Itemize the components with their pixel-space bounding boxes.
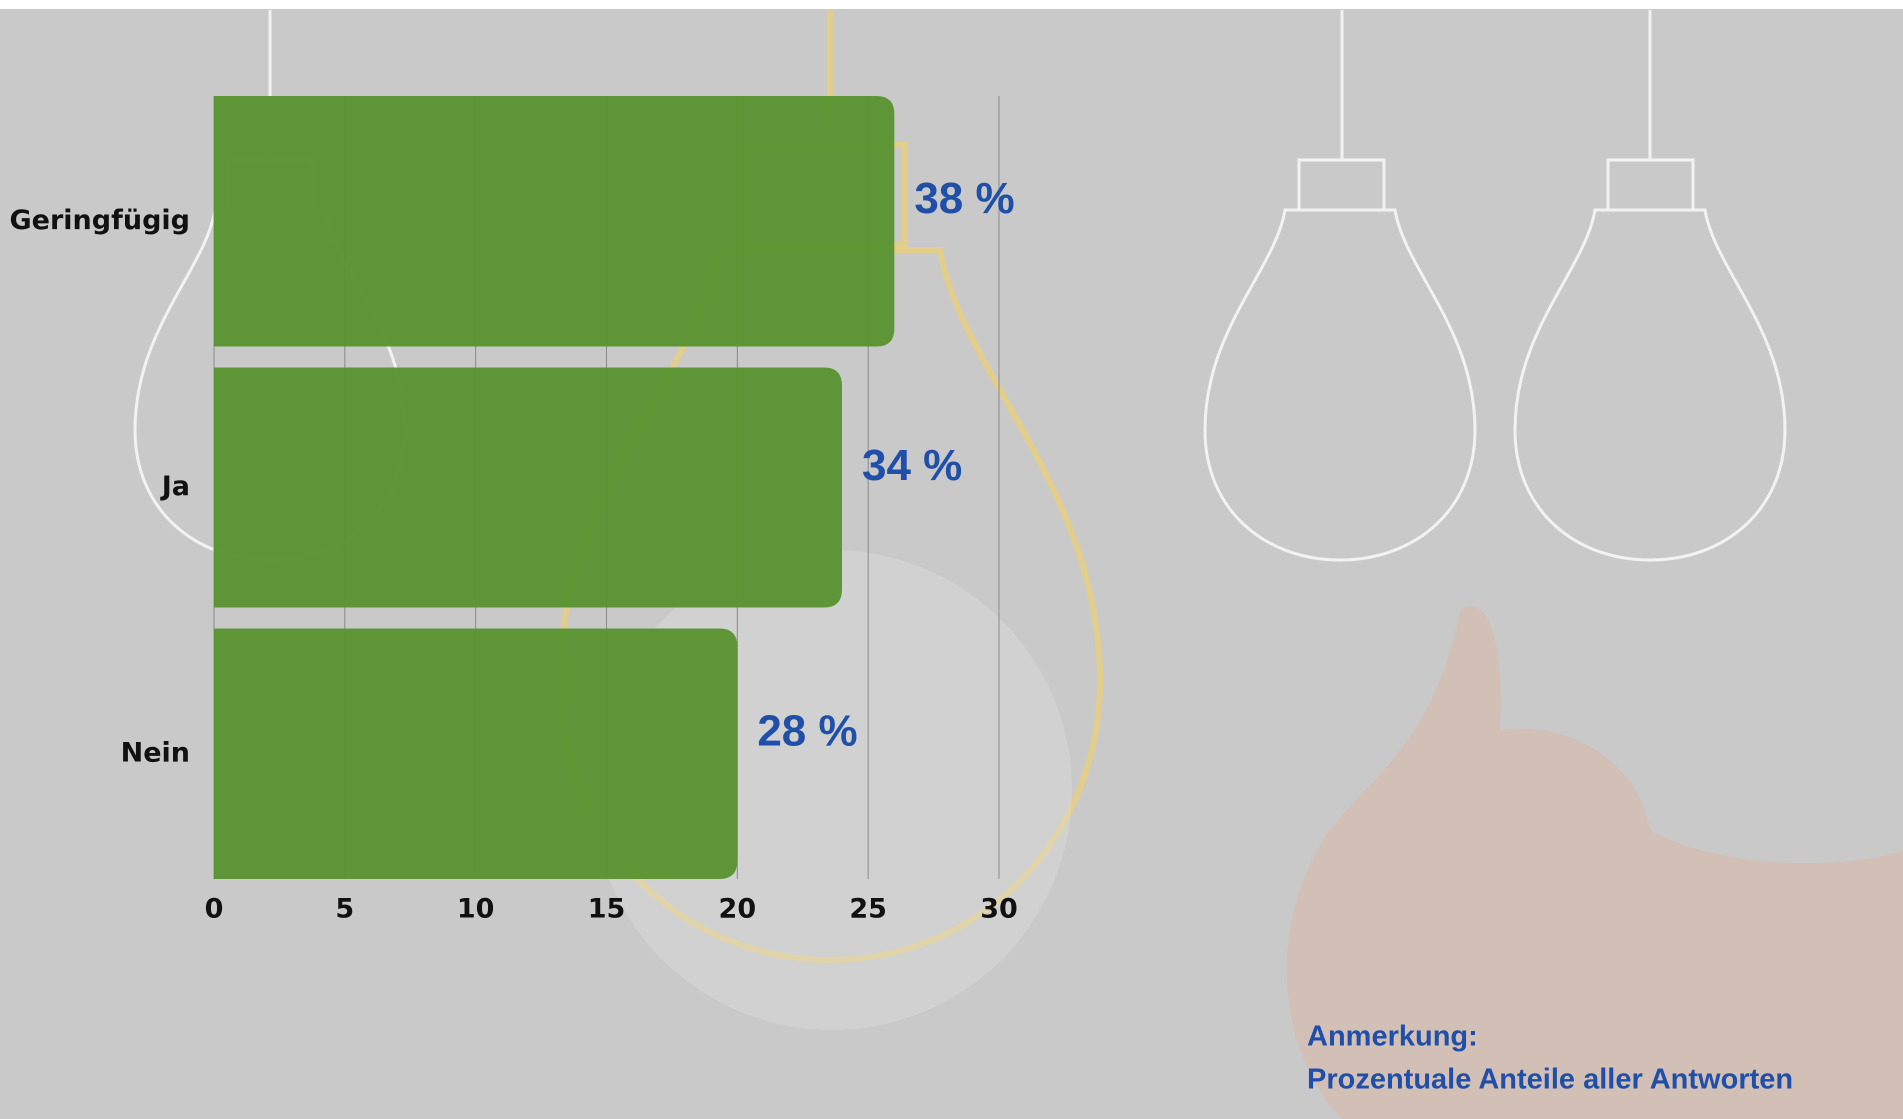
plot-area: 0 5 10 15 20 25 30 Geringfügig 38 % Ja 34 % Nein 28 …: [10, 96, 1793, 1096]
bar: [214, 628, 738, 879]
x-tick-label: 5: [335, 894, 354, 925]
category-label: Ja: [160, 471, 190, 502]
x-tick-label: 0: [205, 894, 224, 925]
x-tick-label: 30: [980, 894, 1018, 925]
bar-label: 38 %: [914, 174, 1014, 223]
bar: [214, 96, 895, 347]
bar: [214, 367, 842, 608]
bar-label: 28 %: [757, 706, 857, 755]
x-tick-label: 15: [588, 894, 626, 925]
category-label: Geringfügig: [10, 205, 190, 236]
x-tick-label: 10: [457, 894, 495, 925]
note: Prozentuale Anteile aller Antworten: [1307, 1064, 1793, 1096]
note: Anmerkung:: [1307, 1021, 1478, 1053]
category-label: Nein: [121, 737, 190, 768]
bar-label: 34 %: [862, 441, 962, 490]
x-tick-label: 25: [849, 894, 887, 925]
x-tick-label: 20: [719, 894, 757, 925]
